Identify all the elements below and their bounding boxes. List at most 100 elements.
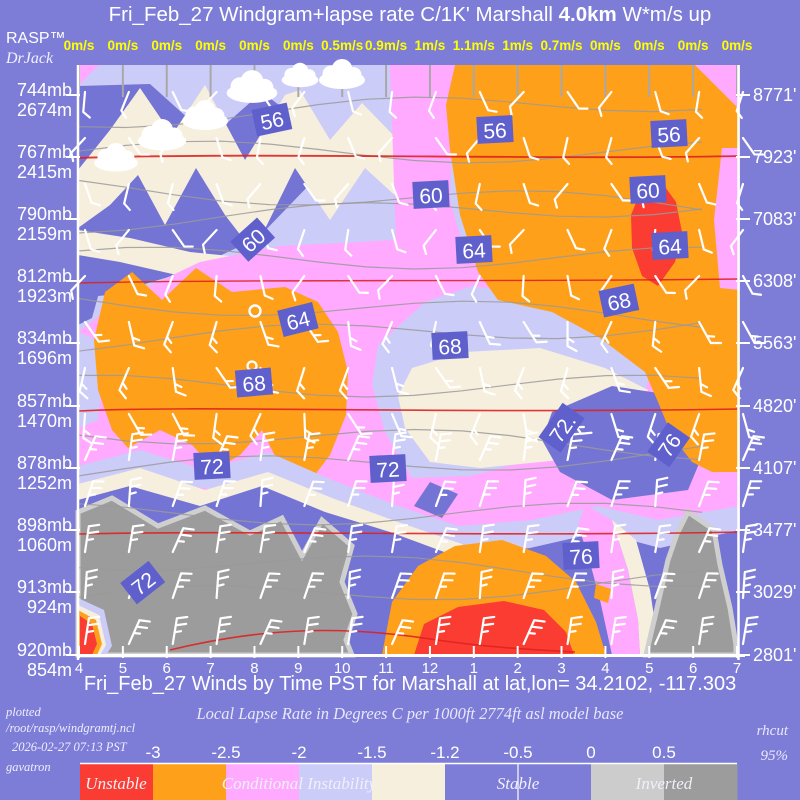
wind-barb-icon — [347, 523, 364, 554]
red-level-line — [77, 154, 741, 159]
hour-label: 10 — [334, 660, 351, 677]
wind-barb-icon — [654, 366, 681, 389]
wind-barb-icon — [259, 431, 276, 462]
wind-barb-icon — [120, 90, 130, 119]
wind-barb-icon — [83, 320, 111, 343]
wind-barb-icon — [566, 90, 589, 110]
height-m-label: 2415m — [17, 162, 72, 182]
wind-barb-icon — [470, 274, 481, 303]
script-path: /root/rasp/windgramtj.ncl — [5, 721, 136, 735]
wind-barb-icon — [610, 435, 634, 462]
pressure-label: 898mb — [17, 515, 72, 535]
height-m-label: 854m — [27, 660, 72, 680]
hour-label: 7 — [206, 660, 214, 677]
wind-barb-icon — [741, 274, 763, 296]
wind-barb-icon — [390, 366, 409, 396]
wind-barb-icon — [123, 182, 131, 212]
height-ft-label: 3029' — [753, 582, 796, 602]
contour-label-text: 72 — [200, 455, 225, 479]
height-m-label: 1060m — [17, 535, 72, 555]
wind-barb-icon — [347, 568, 362, 600]
wind-barb-icon — [166, 182, 175, 212]
wind-barb-icon — [654, 476, 669, 508]
wind-barb-icon — [698, 615, 715, 646]
wind-barb-icon — [164, 274, 174, 303]
hour-label: 12 — [422, 660, 439, 677]
contour-label-box — [412, 180, 450, 209]
wind-barb-icon — [559, 366, 570, 400]
wind-barb-icon — [610, 182, 633, 202]
hour-label: 4 — [75, 660, 83, 677]
contour-label-box — [629, 175, 667, 204]
wind-barb-icon — [566, 480, 589, 508]
contour-label-text: 68 — [241, 372, 266, 397]
contour-label-box — [647, 422, 690, 468]
wind-barb-icon — [698, 182, 717, 206]
wind-barb-icon — [377, 136, 394, 163]
wind-speed-value: 0m/s — [151, 38, 182, 53]
wind-barb-icon — [259, 619, 283, 646]
wind-barb-icon — [694, 90, 704, 119]
user-label: gavatron — [6, 760, 51, 774]
wind-barb-icon — [522, 619, 546, 646]
contour-line — [77, 179, 703, 211]
wind-barb-icon — [249, 412, 262, 446]
lapse-rate-colorbar: -3 -2.5 -2 -1.5 -1.2 -0.5 0 0.5 Unstable Conditio… — [80, 743, 738, 800]
wind-barb-icon — [347, 136, 366, 160]
cloud-icon — [319, 59, 365, 89]
contour-value-label: 56 — [650, 119, 688, 148]
contour-label-box — [120, 560, 166, 605]
wind-barb-icon — [434, 615, 452, 646]
colorbar-tick-label: 0.5 — [652, 743, 676, 762]
colorbar-segment — [591, 764, 665, 800]
contour-label-text: 64 — [462, 239, 487, 263]
stability-class-label: Inverted — [635, 774, 693, 793]
hour-label: 7 — [733, 660, 741, 677]
wind-barb-icon — [610, 480, 631, 508]
wind-speed-value: 0m/s — [64, 38, 95, 53]
wind-barb-icon — [171, 228, 194, 248]
wind-barb-icon — [566, 274, 581, 301]
wind-barb-icon — [698, 432, 716, 462]
wind-barb-icon — [741, 136, 765, 156]
wind-barb-icon — [171, 572, 193, 600]
wind-barb-icon — [347, 90, 363, 116]
wind-barb-icon — [259, 572, 281, 600]
stability-class-label: Conditional Instability — [222, 774, 377, 793]
contour-line — [77, 297, 703, 328]
wind-barb-icon — [434, 432, 453, 462]
wind-barb-icon — [296, 228, 306, 258]
pressure-label: 878mb — [17, 453, 72, 473]
page-title: Fri_Feb_27 Windgram+lapse rate C/1K' Mar… — [109, 3, 712, 26]
contour-label-box — [431, 331, 469, 360]
region-gray-bottomleft — [75, 495, 358, 658]
stability-class-label: Stable — [497, 774, 540, 793]
wind-barb-icon — [255, 136, 264, 165]
contour-label-box — [277, 302, 319, 337]
wind-barb-icon — [390, 524, 408, 554]
axes-frame — [76, 65, 745, 660]
colorbar-segment — [80, 764, 154, 800]
wind-barb-icon — [259, 320, 280, 348]
contour-label-box — [234, 367, 274, 398]
wind-barb-icon — [478, 320, 502, 346]
cloud-icon — [137, 119, 187, 151]
wind-speed-value: 0m/s — [239, 38, 270, 53]
colorbar-tick-label: -2.5 — [211, 743, 240, 762]
wind-barb-icon — [127, 274, 148, 297]
contour-value-label: 60 — [230, 217, 276, 262]
wind-speed-value: 1m/s — [415, 38, 446, 53]
colorbar-segment — [153, 764, 227, 800]
colorbar-tick-label: -3 — [145, 743, 160, 762]
wind-barb-icon — [741, 568, 757, 600]
wind-barb-icon — [295, 366, 306, 400]
wind-barb-icon — [684, 274, 701, 300]
wind-barb-icon — [434, 136, 458, 156]
region-orange-spot-right — [594, 584, 611, 603]
wind-speed-value: 0m/s — [678, 38, 709, 53]
wind-barb-icon — [83, 228, 101, 253]
wind-barb-icon — [600, 320, 613, 354]
contour-label-text: 60 — [419, 184, 444, 208]
red-level-line — [169, 629, 576, 653]
